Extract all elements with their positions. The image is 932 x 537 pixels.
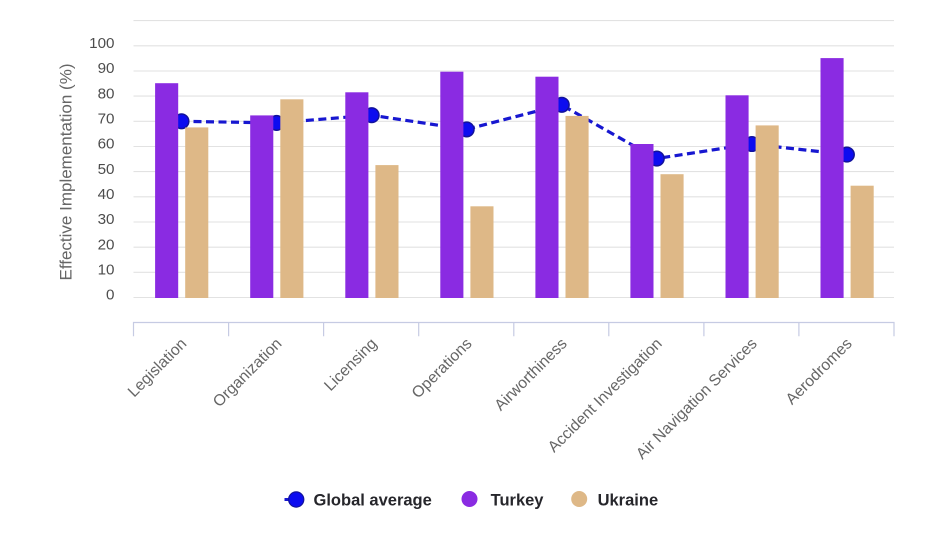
svg-text:30: 30 xyxy=(98,211,115,228)
svg-text:Effective Implementation (%): Effective Implementation (%) xyxy=(57,64,76,281)
svg-text:40: 40 xyxy=(98,186,115,203)
svg-text:Global average: Global average xyxy=(314,492,432,510)
svg-text:Turkey: Turkey xyxy=(491,492,545,510)
svg-text:50: 50 xyxy=(98,161,115,178)
svg-text:70: 70 xyxy=(98,111,115,128)
svg-text:0: 0 xyxy=(106,287,114,304)
svg-text:Ukraine: Ukraine xyxy=(598,492,659,510)
svg-text:60: 60 xyxy=(98,136,115,153)
svg-text:80: 80 xyxy=(98,85,115,102)
svg-text:90: 90 xyxy=(98,60,115,77)
svg-text:10: 10 xyxy=(98,262,115,279)
svg-text:100: 100 xyxy=(89,35,114,52)
svg-text:20: 20 xyxy=(98,236,115,253)
